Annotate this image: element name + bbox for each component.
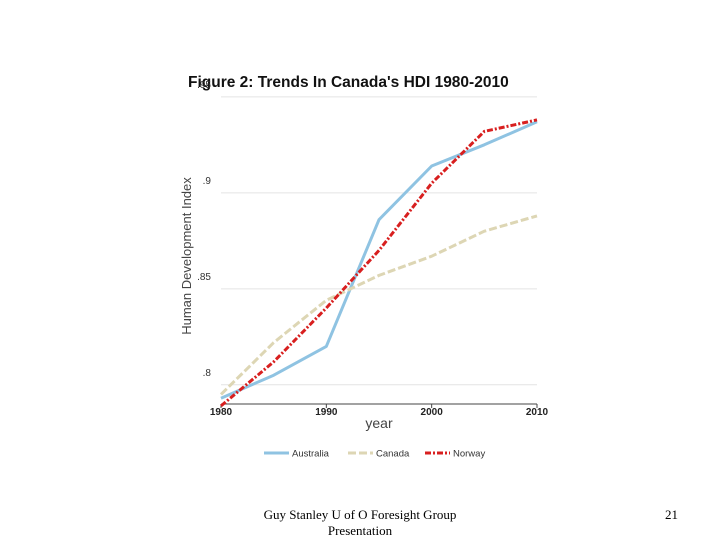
series-line-canada bbox=[219, 214, 538, 396]
legend-label-australia: Australia bbox=[292, 449, 330, 460]
y-tick-label: .95 bbox=[197, 80, 211, 91]
axes: .8 .85 .9 .95 1980 1990 2000 2010 year Human Deve… bbox=[179, 80, 549, 431]
x-axis-title: year bbox=[365, 415, 393, 431]
y-tick-label: .85 bbox=[197, 272, 211, 283]
x-tick-label: 1990 bbox=[315, 407, 338, 418]
y-axis-title: Human Development Index bbox=[179, 177, 194, 335]
legend-label-norway: Norway bbox=[453, 449, 485, 460]
series-line-norway bbox=[220, 118, 538, 408]
legend-label-canada: Canada bbox=[376, 449, 410, 460]
grid-lines bbox=[221, 96, 537, 386]
page-number: 21 bbox=[665, 507, 678, 522]
legend: Australia Canada Norway bbox=[264, 449, 485, 460]
footer-caption: Guy Stanley U of O Foresight Group Prese… bbox=[250, 507, 470, 539]
series-line-australia bbox=[220, 120, 538, 400]
y-tick-label: .8 bbox=[203, 368, 212, 379]
series-lines bbox=[219, 118, 538, 408]
x-tick-label: 2000 bbox=[421, 407, 444, 418]
x-tick-label: 1980 bbox=[210, 407, 233, 418]
footer-caption-line-2: Presentation bbox=[327, 523, 393, 538]
chart-title: Figure 2: Trends In Canada's HDI 1980-20… bbox=[188, 74, 509, 91]
x-tick-label: 2010 bbox=[526, 407, 549, 418]
footer-caption-line-1: Guy Stanley U of O Foresight Group bbox=[263, 507, 457, 522]
y-tick-label: .9 bbox=[203, 176, 212, 187]
